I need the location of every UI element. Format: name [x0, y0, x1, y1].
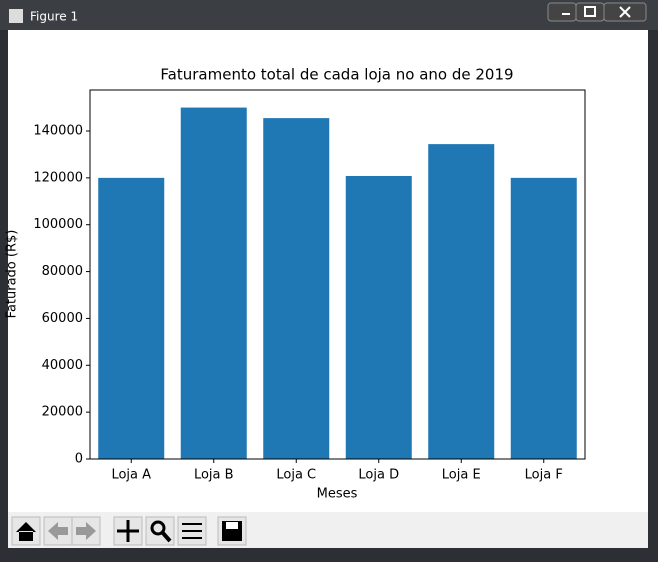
forward-icon: [76, 522, 96, 540]
x-tick-label: Loja E: [442, 468, 481, 483]
toolbar: [8, 512, 648, 548]
home-icon: [16, 522, 36, 541]
window-title: Figure 1: [30, 10, 78, 24]
configure-icon: [182, 523, 202, 539]
x-tick-label: Loja D: [358, 468, 399, 483]
bar: [98, 177, 165, 459]
y-tick-label: 40000: [42, 358, 83, 373]
y-tick-label: 120000: [33, 170, 83, 185]
maximize-button[interactable]: [575, 2, 605, 22]
bar: [180, 107, 247, 460]
close-icon: [619, 6, 631, 18]
minimize-icon: [562, 13, 570, 15]
chart: Faturamento total de cada loja no ano de…: [5, 66, 586, 502]
x-axis-label: Meses: [317, 487, 358, 502]
maximize-icon: [584, 6, 596, 17]
chart-title: Faturamento total de cada loja no ano de…: [160, 66, 513, 84]
back-icon: [48, 522, 68, 540]
y-tick-label: 80000: [42, 264, 83, 279]
bar: [428, 144, 495, 459]
x-tick-label: Loja B: [194, 468, 234, 483]
toolbar-buttons: [11, 516, 247, 546]
x-tick-label: Loja C: [276, 468, 316, 483]
plot-frame: [89, 89, 586, 460]
app-icon: [9, 9, 23, 23]
zoom-icon: [150, 520, 166, 536]
x-tick-label: Loja A: [111, 468, 151, 483]
y-tick-label: 140000: [33, 124, 83, 139]
window-controls[interactable]: [547, 2, 647, 22]
bar: [345, 175, 412, 460]
bar: [263, 118, 330, 459]
y-tick-label: 20000: [42, 405, 83, 420]
y-tick-label: 0: [75, 452, 83, 467]
bar: [510, 177, 577, 459]
save-icon-label: [226, 522, 238, 529]
y-tick-label: 100000: [33, 217, 83, 232]
zoom-handle: [160, 530, 172, 543]
x-tick-label: Loja F: [525, 468, 563, 483]
pan-icon: [117, 520, 139, 542]
y-axis-label: Faturado (R$): [5, 230, 20, 319]
y-tick-label: 60000: [42, 311, 83, 326]
minimize-button[interactable]: [547, 2, 577, 22]
